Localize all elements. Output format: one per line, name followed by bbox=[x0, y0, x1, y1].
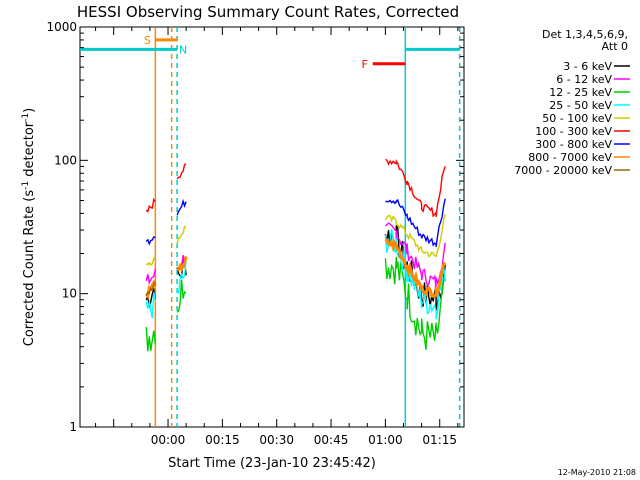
footer-timestamp: 12-May-2010 21:08 bbox=[558, 468, 636, 477]
series-line bbox=[145, 268, 157, 286]
y-tick-label: 1 bbox=[69, 420, 77, 434]
plot-frame bbox=[79, 26, 465, 428]
legend-label: 800 - 7000 keV bbox=[528, 151, 612, 164]
legend-label: 12 - 25 keV bbox=[549, 86, 612, 99]
y-axis: 1 10 100 1000 bbox=[46, 20, 464, 434]
annotation-label: F bbox=[362, 58, 368, 71]
vline-group bbox=[154, 27, 461, 427]
series-line bbox=[145, 256, 156, 267]
annotation-label: S bbox=[144, 34, 151, 47]
y-axis-title-suffix: ) bbox=[22, 108, 37, 113]
x-tick-label: 00:15 bbox=[205, 433, 240, 447]
legend-label: 300 - 800 keV bbox=[535, 138, 612, 151]
x-axis: 00:00 00:15 00:30 00:45 01:00 01:15 bbox=[95, 27, 459, 447]
y-tick-label: 100 bbox=[54, 153, 77, 167]
series-line bbox=[145, 235, 156, 246]
series-line bbox=[145, 327, 157, 352]
x-tick-label: 00:00 bbox=[151, 433, 186, 447]
legend-label: 7000 - 20000 keV bbox=[514, 164, 612, 177]
legend-label: 3 - 6 keV bbox=[563, 60, 612, 73]
x-tick-label: 01:00 bbox=[368, 433, 403, 447]
x-tick-label: 00:45 bbox=[314, 433, 349, 447]
legend-label: 25 - 50 keV bbox=[549, 99, 612, 112]
legend-header-line-1: Det 1,3,4,5,6,9, bbox=[542, 28, 628, 41]
annotation-group: S N F bbox=[80, 34, 460, 71]
plot-area: S N F bbox=[79, 26, 465, 428]
series-group bbox=[145, 158, 447, 352]
y-axis-title: Corrected Count Rate (s-1 detector-1) bbox=[21, 108, 37, 346]
series-line bbox=[384, 238, 447, 299]
y-tick-label: 1000 bbox=[46, 20, 77, 34]
series-line bbox=[176, 225, 187, 245]
series-line bbox=[176, 163, 187, 180]
series-line bbox=[384, 225, 446, 311]
y-axis-title-prefix: Corrected Count Rate (s bbox=[22, 190, 37, 347]
legend-label: 6 - 12 keV bbox=[556, 73, 612, 86]
legend-header-line-2: Att 0 bbox=[602, 40, 628, 53]
y-tick-label: 10 bbox=[62, 287, 77, 301]
series-line bbox=[176, 279, 187, 313]
x-tick-label: 00:30 bbox=[259, 433, 294, 447]
annotation-label: N bbox=[179, 43, 187, 56]
x-axis-title: Start Time (23-Jan-10 23:45:42) bbox=[168, 456, 376, 471]
series-line bbox=[384, 222, 446, 288]
series-line bbox=[385, 158, 446, 218]
series-line bbox=[385, 198, 446, 248]
y-axis-title-exp1: -1 bbox=[21, 181, 31, 190]
legend-label: 50 - 100 keV bbox=[542, 112, 612, 125]
chart-title: HESSI Observing Summary Count Rates, Cor… bbox=[77, 3, 459, 21]
legend-label: 100 - 300 keV bbox=[535, 125, 612, 138]
series-line bbox=[176, 256, 188, 273]
series-line bbox=[176, 198, 187, 216]
series-line bbox=[145, 292, 157, 319]
series-line bbox=[384, 256, 446, 350]
series-line bbox=[176, 259, 187, 296]
series-line bbox=[145, 197, 156, 213]
y-axis-title-mid: detector bbox=[22, 121, 37, 181]
series-line bbox=[145, 281, 157, 296]
x-tick-label: 01:15 bbox=[422, 433, 457, 447]
series-line bbox=[384, 214, 446, 258]
y-axis-title-exp2: -1 bbox=[21, 113, 31, 122]
